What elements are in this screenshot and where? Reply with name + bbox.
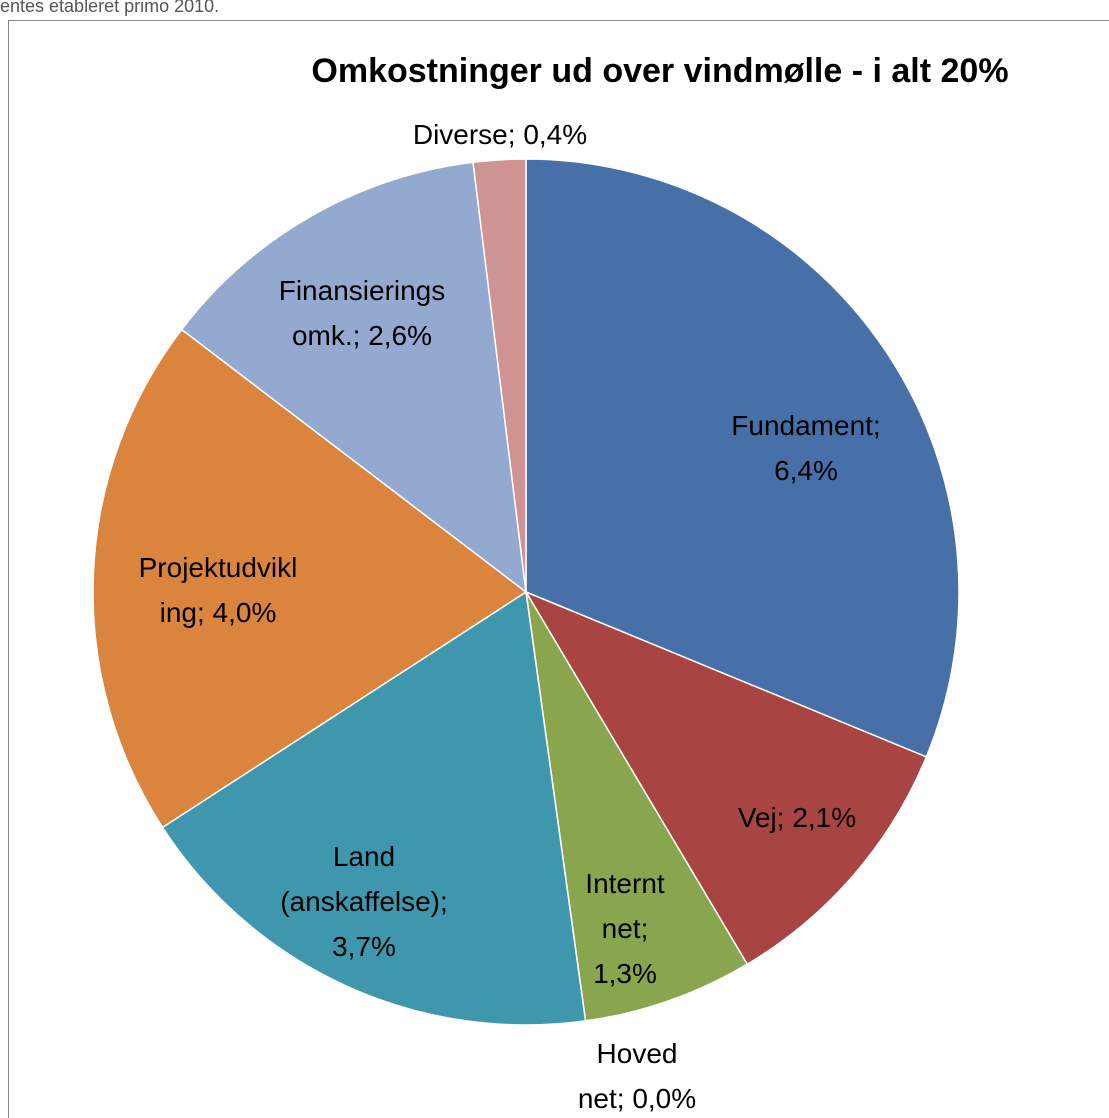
data-label: Hoved net; 0,0% bbox=[578, 1038, 696, 1114]
pie-slice bbox=[525, 591, 749, 1022]
data-label: Internt net; 1,3% bbox=[585, 868, 665, 989]
data-label-line: omk.; 2,6% bbox=[292, 320, 432, 351]
data-label-line: 1,3% bbox=[593, 958, 657, 989]
data-label-line: ing; 4,0% bbox=[160, 597, 277, 628]
data-label-line: 6,4% bbox=[774, 455, 838, 486]
data-label-line: Finansierings bbox=[279, 275, 446, 306]
data-label-line: net; bbox=[602, 913, 649, 944]
pie-slice bbox=[472, 158, 527, 593]
data-label: Vej; 2,1% bbox=[738, 802, 856, 833]
data-label-line: 3,7% bbox=[332, 931, 396, 962]
data-labels: Fundament; 6,4% Vej; 2,1% Internt net; 1,3% Ho… bbox=[139, 119, 881, 1114]
pie-slice bbox=[524, 590, 928, 966]
data-label: Land (anskaffelse); 3,7% bbox=[280, 841, 448, 962]
data-label-line: Projektudvikl bbox=[139, 552, 298, 583]
pie bbox=[92, 158, 960, 1026]
data-label-line: Fundament; bbox=[731, 410, 880, 441]
pie-slice bbox=[180, 161, 527, 594]
data-label: Fundament; 6,4% bbox=[731, 410, 880, 486]
chart-title: Omkostninger ud over vindmølle - i alt 2… bbox=[311, 52, 1008, 90]
data-label: Projektudvikl ing; 4,0% bbox=[139, 552, 298, 628]
pie-slice bbox=[525, 158, 960, 758]
data-label-line: Vej; 2,1% bbox=[738, 802, 856, 833]
data-label-line: (anskaffelse); bbox=[280, 886, 448, 917]
page-text: entes etableret primo 2010. bbox=[0, 0, 219, 16]
data-label-line: Land bbox=[333, 841, 395, 872]
pie-slice bbox=[161, 590, 587, 1026]
chart-frame bbox=[8, 20, 1109, 1118]
data-label-line: Hoved bbox=[597, 1038, 678, 1069]
data-label-line: Internt bbox=[585, 868, 665, 899]
data-label-line: net; 0,0% bbox=[578, 1083, 696, 1114]
pie-slice bbox=[92, 328, 528, 829]
data-label: Finansierings omk.; 2,6% bbox=[279, 275, 446, 351]
data-label: Diverse; 0,4% bbox=[413, 119, 587, 150]
data-label-line: Diverse; 0,4% bbox=[413, 119, 587, 150]
